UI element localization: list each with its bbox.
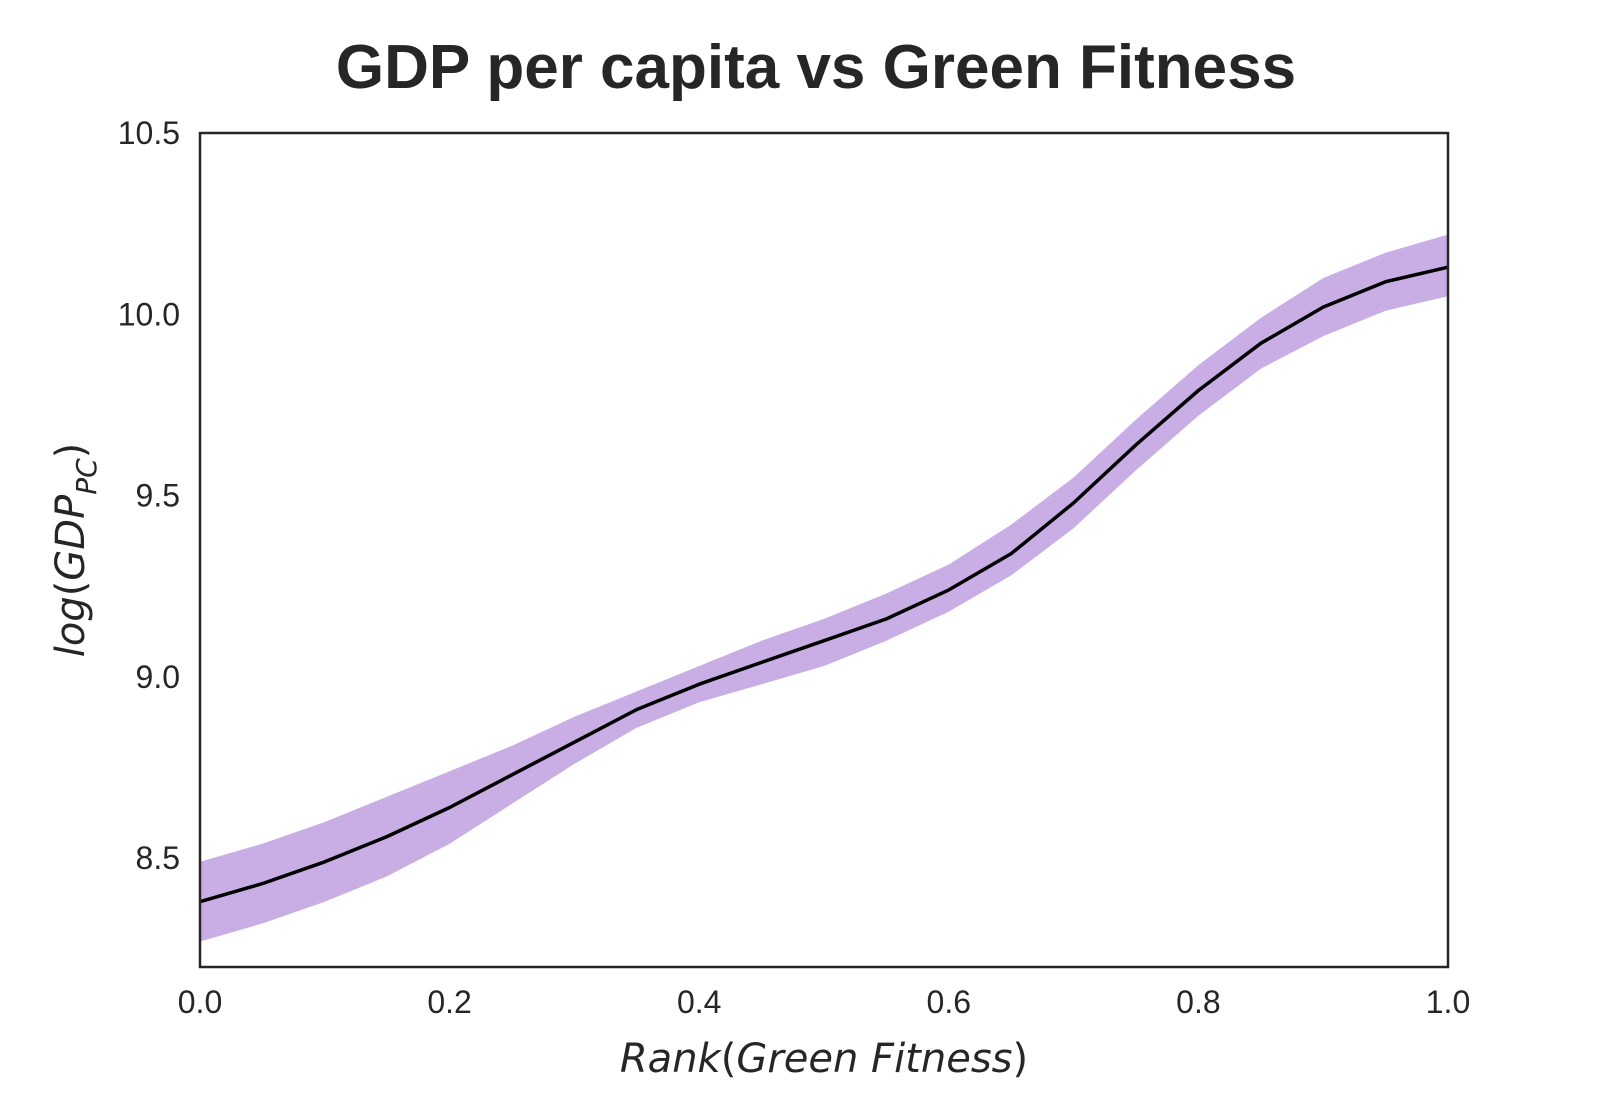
x-axis-label: Rank(Green Fitness): [620, 1036, 1028, 1082]
x-tick-label: 0.2: [427, 984, 471, 1020]
y-tick-labels: 8.5 9.0 9.5 10.0 10.5: [118, 115, 180, 876]
y-tick-label: 9.0: [136, 659, 180, 695]
x-tick-label: 0.0: [178, 984, 222, 1020]
plot-area: [199, 234, 1449, 942]
series-line: [199, 265, 1449, 904]
x-tick-label: 1.0: [1426, 984, 1470, 1020]
chart-title: GDP per capita vs Green Fitness: [336, 33, 1296, 102]
y-axis-label: log(GDPPC): [48, 443, 103, 658]
x-tick-label: 0.8: [1176, 984, 1220, 1020]
y-tick-label: 9.5: [136, 478, 180, 514]
x-tick-label: 0.4: [677, 984, 721, 1020]
x-tick-label: 0.6: [927, 984, 971, 1020]
y-tick-label: 10.5: [118, 115, 180, 151]
y-tick-label: 8.5: [136, 840, 180, 876]
confidence-band: [200, 234, 1448, 942]
y-tick-label: 10.0: [118, 296, 180, 332]
axes-frame: [198, 131, 1450, 969]
x-tick-labels: 0.0 0.2 0.4 0.6 0.8 1.0: [178, 984, 1470, 1020]
